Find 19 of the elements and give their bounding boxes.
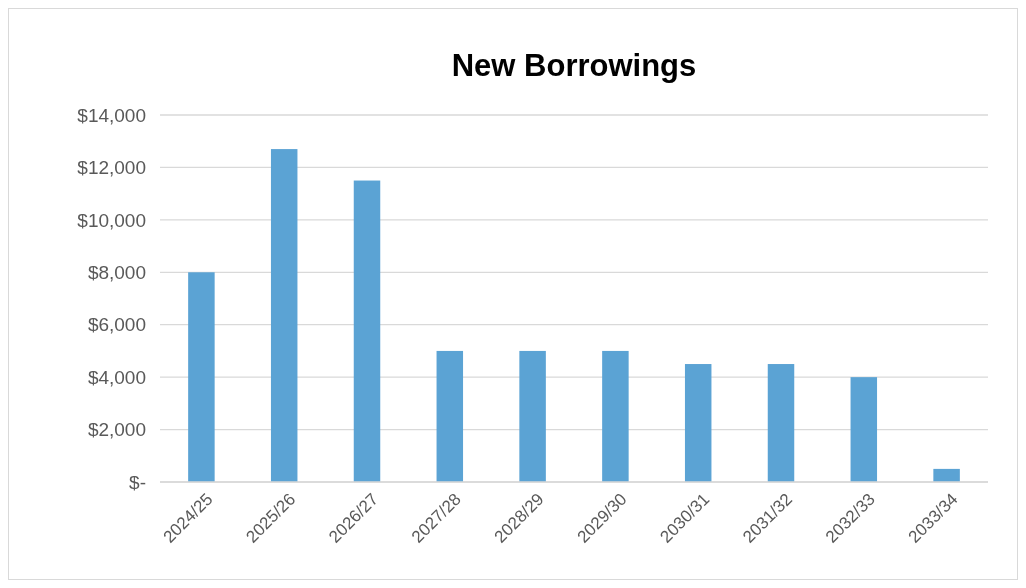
bar [436, 350, 464, 482]
y-tick-label: $10,000 [77, 209, 146, 231]
bar [850, 377, 878, 482]
bar [519, 350, 546, 482]
bar [602, 350, 629, 482]
y-tick-label: $4,000 [87, 366, 146, 388]
bar [270, 149, 298, 482]
bar [353, 180, 381, 482]
bar [188, 272, 215, 482]
y-tick-label: $12,000 [77, 157, 146, 179]
y-tick-label: $6,000 [87, 314, 146, 336]
chart-title: New Borrowings [451, 48, 697, 83]
y-tick-label: $14,000 [77, 104, 146, 126]
bar [933, 468, 960, 482]
bar [684, 364, 712, 482]
bar [767, 364, 795, 482]
y-tick-label: $8,000 [87, 261, 146, 283]
y-tick-label: $- [129, 471, 146, 493]
y-tick-label: $2,000 [87, 419, 146, 441]
